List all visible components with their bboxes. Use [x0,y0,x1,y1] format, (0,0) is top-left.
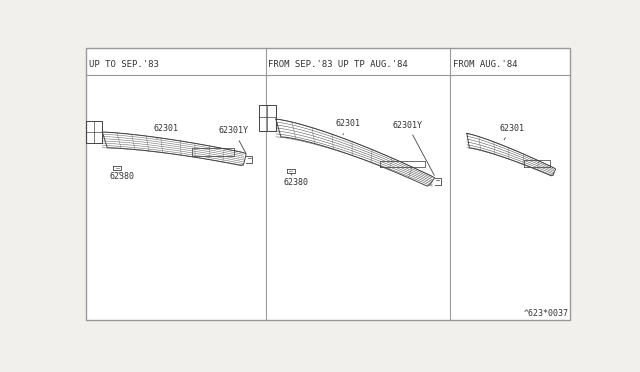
Text: 62301: 62301 [335,119,360,135]
Text: ^623*0037: ^623*0037 [524,309,568,318]
Text: 62380: 62380 [284,173,308,187]
Text: UP TO SEP.'83: UP TO SEP.'83 [89,60,159,69]
Text: 62301: 62301 [499,124,524,140]
Text: 62380: 62380 [110,172,135,181]
Text: FROM SEP.'83 UP TP AUG.'84: FROM SEP.'83 UP TP AUG.'84 [269,60,408,69]
Text: FROM AUG.'84: FROM AUG.'84 [453,60,518,69]
Text: 62301Y: 62301Y [392,121,435,175]
Text: 62301: 62301 [154,124,179,139]
Text: 62301Y: 62301Y [219,126,249,153]
